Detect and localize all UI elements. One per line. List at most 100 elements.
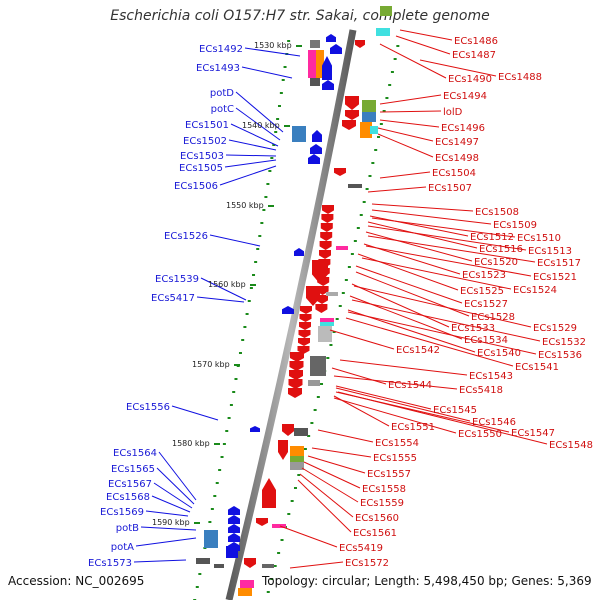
tick-dot — [195, 586, 199, 588]
tick-dot — [287, 513, 291, 515]
gene-label-right: ECs1507 — [428, 183, 472, 194]
gene-arrow — [310, 144, 322, 154]
gene-label-right: ECs1520 — [474, 257, 518, 268]
gene-block — [238, 588, 252, 596]
connector-line — [361, 257, 512, 290]
gene-arrow — [326, 34, 336, 42]
connector-line — [419, 59, 497, 77]
kbp-tick — [268, 205, 274, 207]
tick-dot — [313, 409, 317, 411]
connector-line — [279, 525, 338, 548]
tick-dot — [270, 157, 274, 159]
connector-line — [301, 467, 359, 503]
connector-line — [156, 467, 195, 505]
tick-dot — [329, 344, 333, 346]
gene-arrow — [288, 388, 302, 398]
tick-dot — [320, 383, 324, 385]
tick-dot — [249, 287, 253, 289]
gene-label-left: ECs1556 — [126, 402, 170, 413]
connector-line — [379, 94, 442, 105]
gene-arrow — [288, 379, 303, 389]
connector-line — [235, 91, 284, 133]
gene-arrow — [299, 314, 312, 322]
tick-dot — [359, 214, 363, 216]
gene-arrow — [322, 205, 334, 214]
tick-dot — [213, 495, 217, 497]
tick-dot — [396, 45, 400, 47]
label-connectors — [133, 29, 548, 569]
gene-label-left: ECs1573 — [88, 558, 132, 569]
connector-line — [171, 405, 219, 421]
gene-arrow — [312, 260, 328, 284]
gene-label-left: ECs1565 — [111, 464, 155, 475]
gene-label-right: ECs1544 — [388, 380, 432, 391]
gene-label-right: ECs1554 — [375, 438, 419, 449]
gene-label-right: ECs1508 — [475, 207, 519, 218]
tick-dot — [215, 482, 219, 484]
gene-label-right: ECs1555 — [373, 453, 417, 464]
tick-dot — [277, 552, 281, 554]
tick-dot — [393, 58, 397, 60]
connector-line — [329, 329, 395, 350]
tick-dot — [210, 508, 214, 510]
gene-label-left: ECs1526 — [164, 231, 208, 242]
map-title: Escherichia coli O157:H7 str. Sakai, com… — [110, 8, 490, 24]
tick-dot — [234, 378, 238, 380]
gene-label-right: ECs1528 — [471, 312, 515, 323]
gene-label-left: potB — [116, 523, 139, 534]
gene-label-right: ECs1490 — [448, 74, 492, 85]
tick-dot — [350, 253, 354, 255]
genome-backbone — [225, 29, 357, 600]
connector-line — [367, 221, 478, 249]
gene-arrow — [262, 478, 276, 508]
gene-label-left: ECs1567 — [108, 479, 152, 490]
gene-arrow — [345, 110, 359, 120]
gene-arrow — [282, 306, 294, 314]
connector-line — [289, 561, 344, 569]
tick-dot — [310, 422, 314, 424]
connector-line — [337, 391, 548, 445]
connector-line — [151, 495, 191, 513]
connector-line — [244, 47, 301, 57]
gene-label-right: ECs1551 — [391, 422, 435, 433]
gene-arrow — [289, 370, 303, 380]
connector-line — [333, 375, 458, 390]
tick-dot — [377, 136, 381, 138]
tick-dot — [232, 391, 236, 393]
gene-label-right: ECs1560 — [355, 513, 399, 524]
tick-dot — [338, 305, 342, 307]
gene-label-left: ECs1506 — [174, 181, 218, 192]
connector-line — [351, 299, 541, 342]
gene-label-right: ECs1548 — [549, 440, 593, 451]
gene-label-right: ECs5418 — [459, 385, 503, 396]
connector-line — [379, 110, 442, 113]
kbp-label: 1540 kbp — [242, 121, 280, 130]
tick-dot — [256, 248, 260, 250]
gene-block — [370, 126, 378, 134]
gene-features — [196, 6, 392, 596]
connector-line — [399, 29, 453, 41]
tick-dot — [341, 292, 345, 294]
gene-arrow — [282, 424, 294, 436]
tick-dot — [273, 565, 277, 567]
gene-block — [290, 446, 304, 456]
tick-dot — [353, 240, 357, 242]
gene-arrow — [342, 120, 356, 130]
gene-arrow — [330, 44, 342, 54]
gene-label-right: ECs1512 — [470, 232, 514, 243]
gene-label-left: ECs1505 — [179, 163, 223, 174]
tick-dot — [218, 469, 222, 471]
tick-dot — [303, 448, 307, 450]
tick-dot — [290, 500, 294, 502]
gene-block — [294, 428, 308, 436]
gene-arrow — [289, 361, 304, 371]
tick-dot — [254, 261, 258, 263]
gene-label-right: ECs1521 — [533, 272, 577, 283]
tick-dot — [388, 84, 392, 86]
accession-label: Accession: NC_002695 — [8, 574, 145, 588]
gene-label-right: ECs1509 — [493, 220, 537, 231]
kbp-label: 1550 kbp — [226, 201, 264, 210]
gene-label-right: ECs1529 — [533, 323, 577, 334]
tick-dot — [245, 313, 249, 315]
